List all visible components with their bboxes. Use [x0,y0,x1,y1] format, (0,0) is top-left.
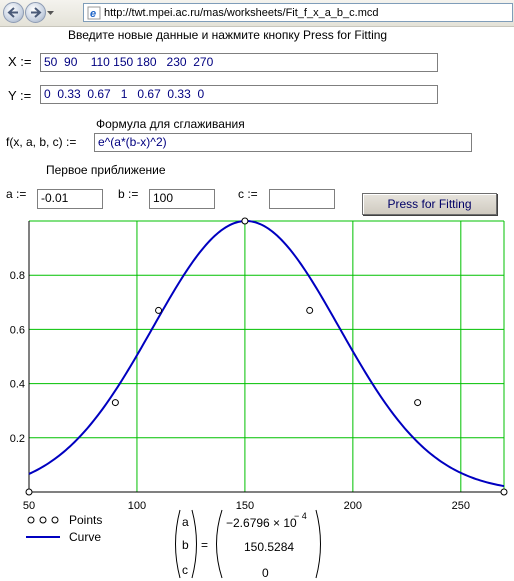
param-name-a: a [182,515,189,529]
legend-point-marker [39,516,47,524]
approx-heading: Первое приближение [46,163,166,177]
y-tick-label: 0.4 [10,379,25,391]
c-input[interactable] [269,189,335,209]
fitted-curve-line [28,220,505,488]
formula-input[interactable]: e^(a*(b-x)^2) [94,133,472,152]
c-label: c := [238,187,258,201]
x-tick-label: 50 [23,500,35,512]
param-name-c: c [182,563,188,577]
result-a-mantissa: −2.6796 × 10 [226,516,297,530]
equals-sign: = [201,538,208,552]
b-input[interactable]: 100 [149,189,215,209]
instruction-text: Введите новые данные и нажмите кнопку Pr… [68,28,388,42]
x-label: X := [8,54,32,69]
x-tick-label: 200 [344,500,362,512]
back-arrow-icon [7,7,18,18]
ie-page-icon: e [87,6,101,20]
address-url[interactable]: http://twt.mpei.ac.ru/mas/worksheets/Fit… [104,7,379,19]
browser-toolbar: e http://twt.mpei.ac.ru/mas/worksheets/F… [0,0,514,27]
legend-point-marker [27,516,35,524]
address-bar[interactable]: e http://twt.mpei.ac.ru/mas/worksheets/F… [83,3,513,22]
data-point-marker [241,217,249,225]
y-tick-label: 0.2 [10,433,25,445]
x-tick-label: 100 [128,500,146,512]
chart-legend: Points Curve [26,513,102,544]
formula-label: f(x, a, b, c) := [6,135,77,149]
data-point-marker [111,399,119,407]
y-input[interactable]: 0 0.33 0.67 1 0.67 0.33 0 [40,85,438,104]
forward-arrow-icon [31,7,42,18]
left-paren-icon [216,509,223,579]
data-point-marker [306,306,314,314]
result-matrix: a b c = −2.6796 × 10 − 4 150.5284 0 [175,509,321,580]
data-point-marker [414,399,422,407]
param-name-b: b [182,538,189,552]
a-label: a := [6,187,27,201]
right-paren-icon [315,509,321,579]
history-dropdown-icon[interactable] [46,8,55,18]
legend-point-marker [51,516,59,524]
press-for-fitting-button[interactable]: Press for Fitting [362,193,497,215]
left-paren-icon [175,509,181,579]
legend-curve-label: Curve [69,530,101,544]
back-button[interactable] [3,2,24,23]
result-a-exponent: − 4 [294,511,307,521]
b-label: b := [118,187,139,201]
x-input[interactable]: 50 90 110 150 180 230 270 [40,53,438,72]
result-b-value: 150.5284 [244,540,294,554]
y-label: Y := [8,88,32,103]
formula-heading: Формула для сглаживания [96,117,245,131]
a-input[interactable]: -0.01 [37,189,103,209]
data-point-marker [25,488,33,496]
data-point-marker [500,488,508,496]
result-c-value: 0 [262,566,269,580]
x-tick-label: 250 [452,500,470,512]
right-paren-icon [191,509,197,579]
data-point-marker [155,306,163,314]
y-tick-label: 0.6 [10,324,25,336]
svg-text:e: e [90,8,96,20]
legend-points-label: Points [69,513,102,527]
forward-button[interactable] [25,2,46,23]
y-tick-label: 0.8 [10,270,25,282]
